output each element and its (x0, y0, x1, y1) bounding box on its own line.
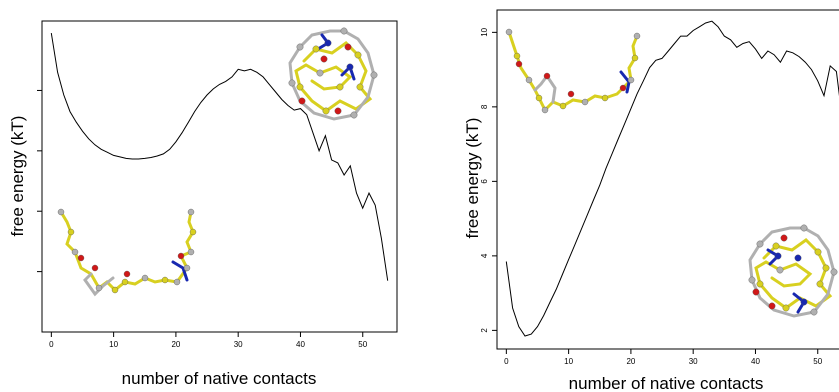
left-x-tick-label-40: 40 (296, 340, 305, 349)
right-x-tick-label-10: 10 (564, 357, 573, 366)
right-free-energy-curve (505, 20, 839, 337)
right-folded-globule (748, 224, 838, 318)
left-y-axis-label: free energy (kT) (8, 116, 27, 237)
left-unfolded-chain (57, 208, 197, 297)
right-panel: 0 10 20 30 40 50 2 4 6 8 10 number of native cont… (463, 9, 839, 392)
right-y-tick-label-4: 4 (480, 253, 489, 258)
left-x-tick-label-50: 50 (358, 340, 367, 349)
right-inset-folded-structure (748, 224, 838, 318)
right-x-axis-label: number of native contacts (569, 374, 764, 392)
left-x-tick-label-30: 30 (234, 340, 243, 349)
right-y-axis-label: free energy (kT) (463, 118, 482, 239)
left-folded-globule (288, 27, 378, 121)
left-x-tick-label-10: 10 (109, 340, 118, 349)
right-plot-frame (496, 9, 839, 350)
right-x-tick-label-0: 0 (504, 357, 509, 366)
right-y-axis-ticks: 2 4 6 8 10 (480, 27, 497, 333)
left-x-axis-label: number of native contacts (122, 369, 317, 388)
right-inset-unfolded-structure (505, 28, 641, 114)
right-x-tick-label-30: 30 (689, 357, 698, 366)
left-x-tick-label-20: 20 (171, 340, 180, 349)
right-y-tick-label-2: 2 (480, 328, 489, 333)
left-inset-folded-structure (288, 27, 378, 121)
left-x-axis-ticks: 0 10 20 30 40 50 (49, 332, 368, 349)
left-x-tick-label-0: 0 (49, 340, 54, 349)
right-x-tick-label-20: 20 (626, 357, 635, 366)
right-y-tick-label-8: 8 (480, 104, 489, 109)
left-inset-unfolded-structure (57, 208, 197, 297)
right-y-tick-label-10: 10 (480, 27, 489, 36)
right-x-tick-label-40: 40 (751, 357, 760, 366)
left-free-energy-curve (50, 33, 389, 281)
left-panel: 0 10 20 30 40 50 number of native contacts fr… (8, 20, 398, 388)
right-y-tick-label-6: 6 (480, 179, 489, 184)
left-y-axis-ticks (37, 89, 42, 273)
left-plot-frame (41, 20, 398, 333)
right-x-axis-ticks: 0 10 20 30 40 50 (504, 349, 823, 366)
right-unfolded-chain (505, 28, 641, 114)
right-x-tick-label-50: 50 (813, 357, 822, 366)
